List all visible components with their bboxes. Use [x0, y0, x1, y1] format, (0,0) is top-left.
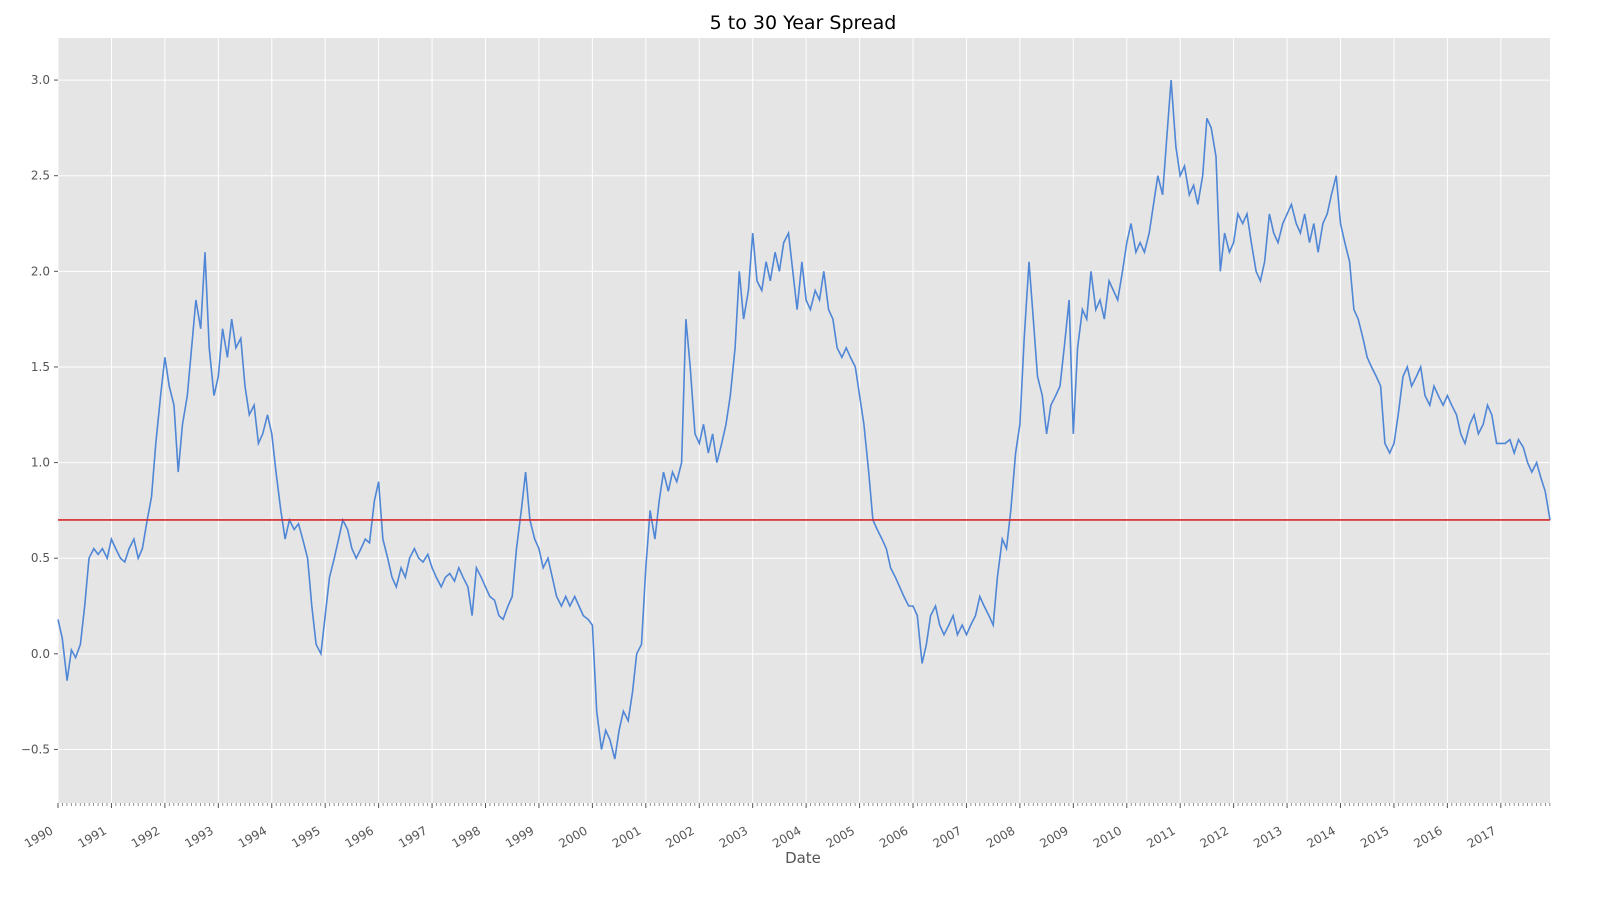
x-tick-label: 2010	[1091, 823, 1124, 850]
x-tick-label: 2001	[610, 823, 643, 850]
x-tick-label: 1992	[129, 823, 162, 850]
x-tick-label: 1991	[75, 823, 108, 850]
x-tick-label: 2006	[877, 823, 910, 850]
x-tick-label: 2009	[1037, 823, 1070, 850]
x-tick-label: 1996	[343, 823, 376, 850]
x-tick-label: 2011	[1144, 823, 1177, 850]
y-tick-label: 0.0	[31, 647, 50, 661]
x-tick-label: 2003	[717, 823, 750, 850]
x-axis: 1990 1991 1992 1993 1994 1995 1996 1997 1998 1999…	[22, 803, 1551, 851]
x-tick-label: 1999	[503, 823, 536, 850]
grid-lines	[57, 38, 1550, 803]
x-tick-label: 2007	[930, 823, 963, 850]
x-tick-label: 2002	[663, 823, 696, 850]
x-tick-label: 2016	[1411, 823, 1444, 850]
y-tick-label: 2.0	[31, 264, 50, 278]
x-tick-label: 2004	[770, 823, 803, 850]
x-tick-label: 2005	[824, 823, 857, 850]
x-tick-label: 1995	[289, 823, 322, 850]
y-tick-label: 0.5	[31, 551, 50, 565]
y-tick-label: 1.5	[31, 360, 50, 374]
x-tick-label: 2008	[984, 823, 1017, 850]
chart-title: 5 to 30 Year Spread	[710, 12, 897, 34]
series-line	[57, 80, 1551, 760]
x-tick-label: 1997	[396, 823, 429, 850]
plot-area	[58, 38, 1550, 803]
x-tick-label: 1994	[236, 823, 269, 850]
x-tick-label: 2000	[556, 823, 589, 850]
y-axis: −0.5 0.0 0.5 1.0 1.5 2.0 2.5 3.0	[21, 73, 58, 756]
x-tick-label: 1998	[450, 823, 483, 850]
x-tick-label: 2013	[1251, 823, 1284, 850]
x-tick-label: 2012	[1198, 823, 1231, 850]
x-axis-label: Date	[785, 849, 821, 867]
x-tick-label: 2017	[1465, 823, 1498, 850]
y-tick-label: 2.5	[31, 169, 50, 183]
x-tick-label: 2014	[1305, 823, 1338, 850]
series-layer	[57, 80, 1551, 760]
x-tick-label: 1993	[182, 823, 215, 850]
y-tick-label: 1.0	[31, 456, 50, 470]
x-tick-label: 2015	[1358, 823, 1391, 850]
y-tick-label: −0.5	[21, 742, 50, 756]
x-tick-label: 1990	[22, 823, 55, 850]
y-tick-label: 3.0	[31, 73, 50, 87]
